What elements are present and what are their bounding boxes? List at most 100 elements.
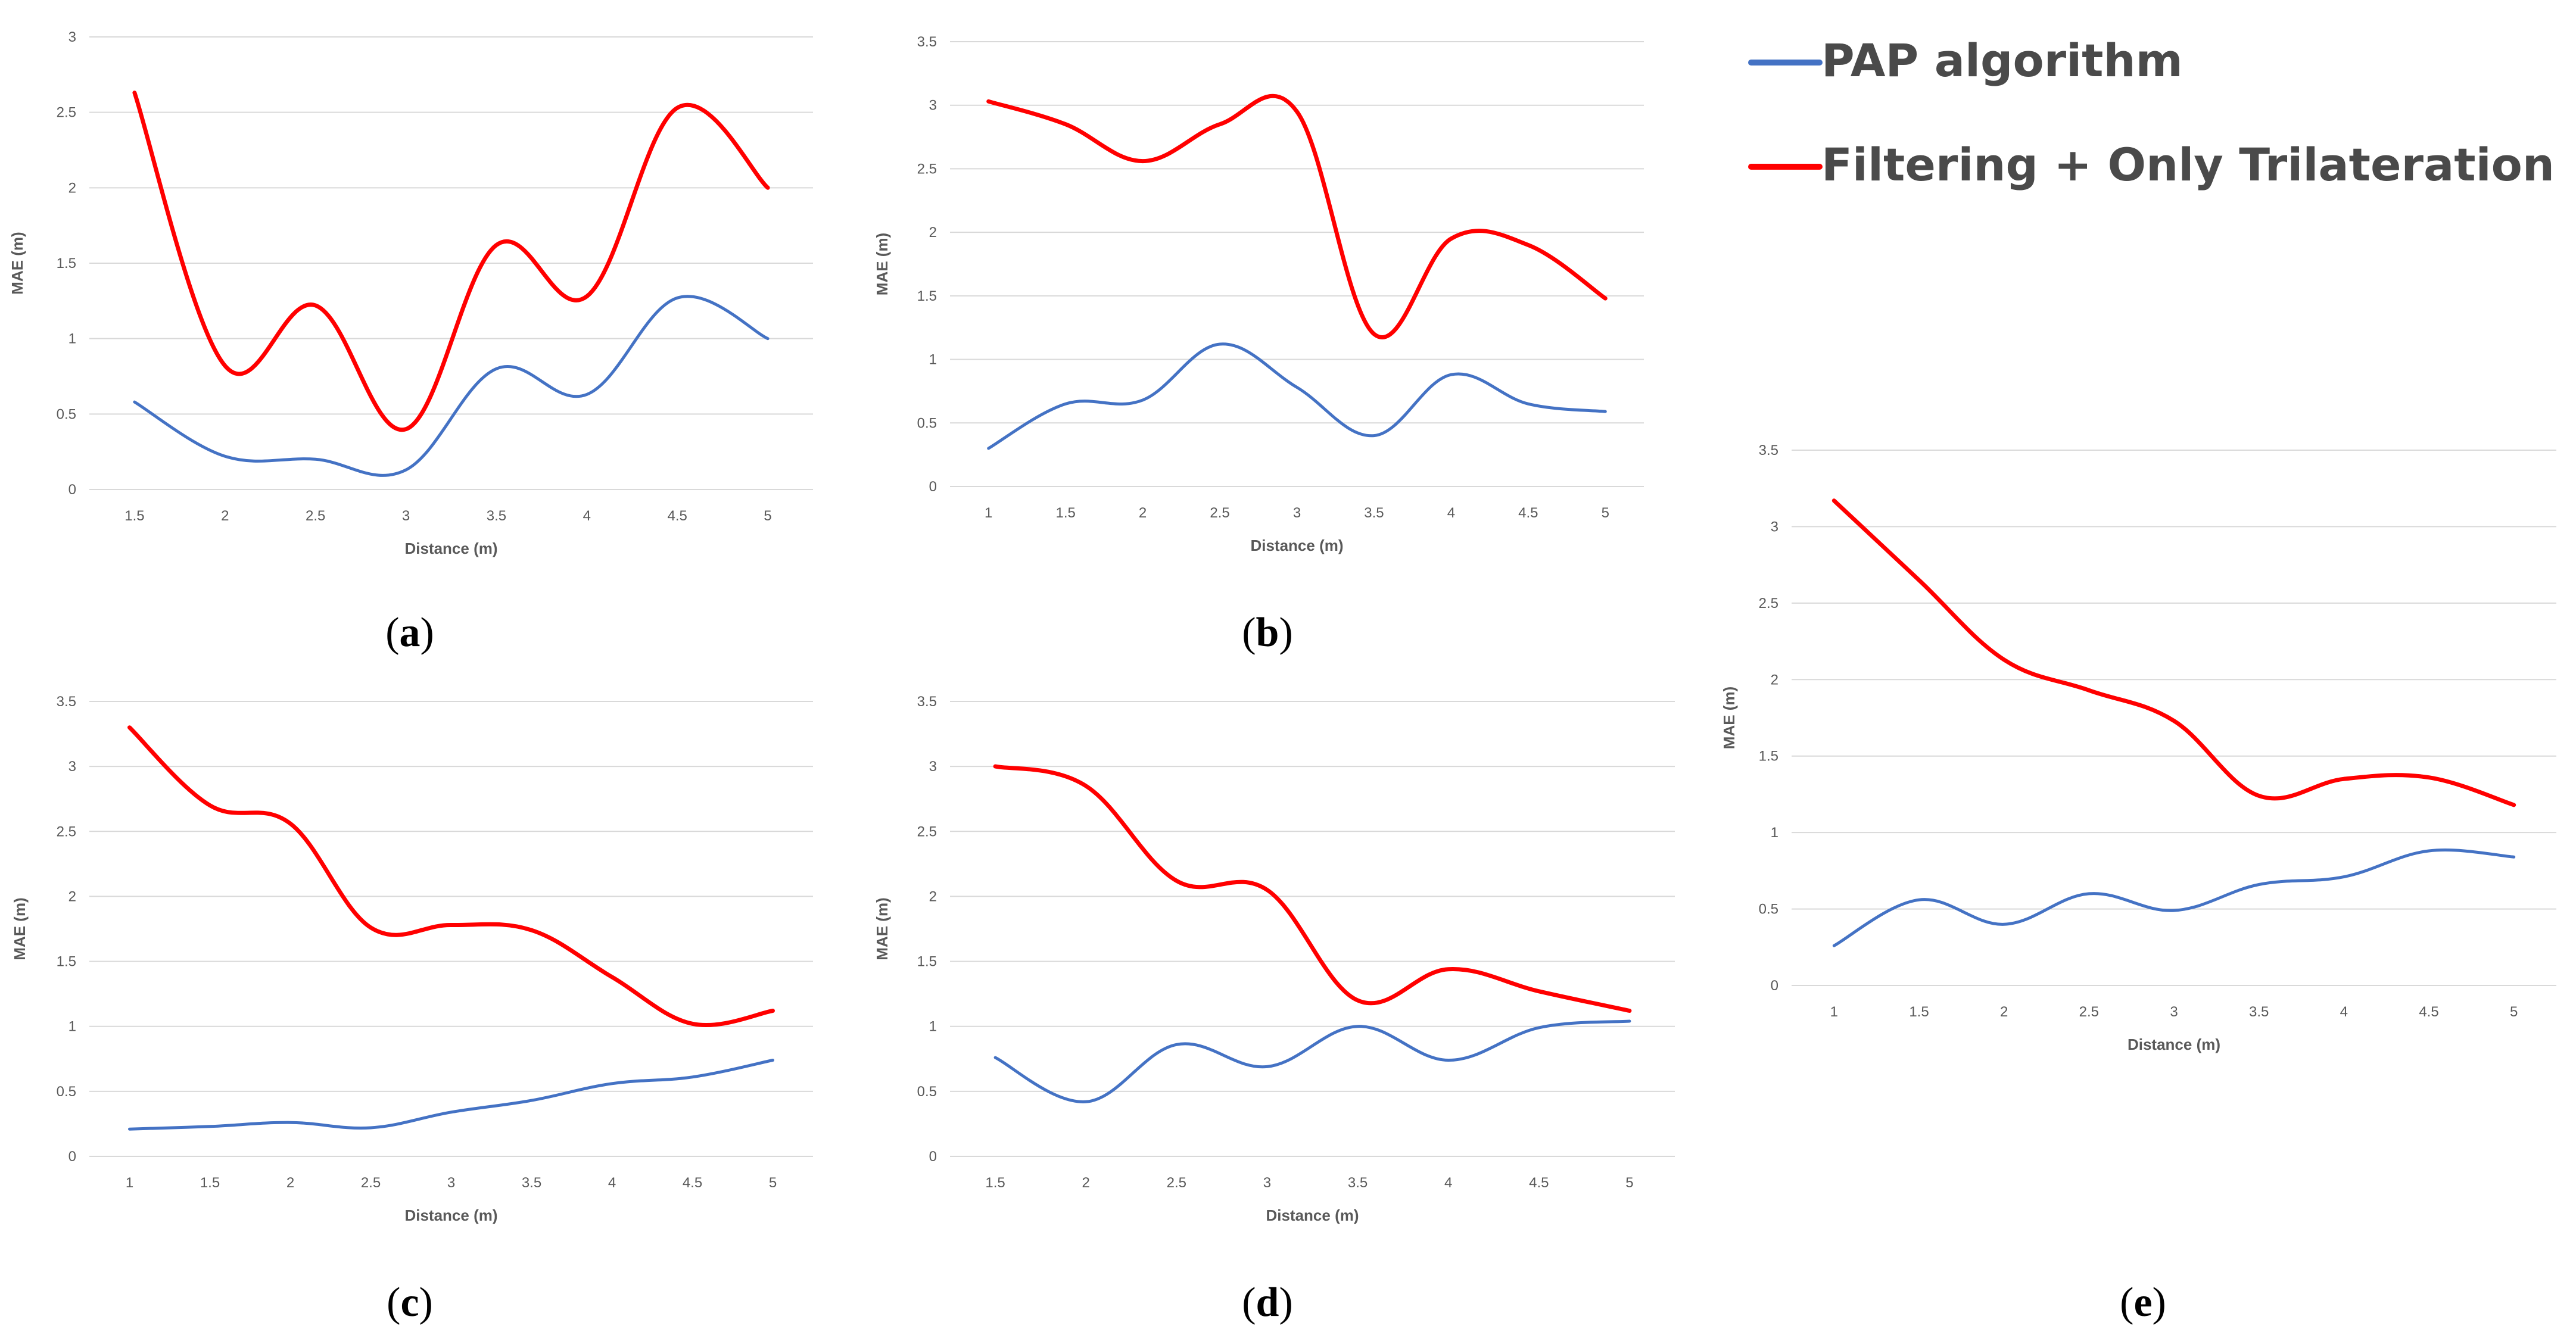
y-tick-label: 2 (68, 888, 76, 904)
x-tick-label: 4.5 (1529, 1175, 1549, 1191)
x-tick-label: 4 (1444, 1175, 1452, 1191)
series-line-pap (1832, 849, 2516, 947)
x-tick-label: 1 (126, 1175, 133, 1191)
chart-d: 0 0.5 1 1.5 2 2.5 3 3.5 1.5 2 2.5 3 3.5 4 4.5 5 Distance… (873, 694, 1675, 1325)
series-line-filtering (127, 725, 775, 1028)
x-tick-label: 2.5 (1210, 505, 1229, 521)
y-tick-label: 2.5 (57, 105, 76, 121)
legend-label-filtering: Filtering + Only Trilateration (1821, 138, 2555, 191)
x-tick-label: 2 (286, 1175, 294, 1191)
y-tick-label: 2.5 (1759, 595, 1778, 612)
panel-caption: (e) (2120, 1280, 2166, 1325)
x-axis-title: Distance (m) (404, 1206, 497, 1224)
x-tick-label: 3.5 (2249, 1004, 2269, 1020)
caption-letter: a (400, 610, 420, 656)
x-tick-label: 1 (1830, 1004, 1838, 1020)
y-tick-label: 1 (1771, 825, 1778, 841)
x-tick-label: 2.5 (306, 508, 325, 524)
y-tick-label: 2 (929, 224, 937, 241)
y-tick-label: 0.5 (917, 415, 937, 431)
y-tick-label: 3 (929, 98, 937, 114)
panel-caption: (b) (1242, 610, 1293, 656)
y-tick-label: 1 (68, 1019, 76, 1035)
x-tick-label: 3.5 (1364, 505, 1384, 521)
y-tick-label: 2.5 (917, 161, 937, 177)
y-tick-label: 0.5 (1759, 901, 1778, 918)
x-tick-label: 4 (608, 1175, 616, 1191)
y-tick-label: 0 (68, 1149, 76, 1165)
y-tick-label: 0.5 (917, 1084, 937, 1100)
chart-c: 0 0.5 1 1.5 2 2.5 3 3.5 1 1.5 2 2.5 3 3.5 4 4.5 5 Distanc… (11, 694, 813, 1325)
y-tick-label: 1.5 (917, 954, 937, 970)
series-line-pap (133, 295, 770, 477)
x-axis-title: Distance (m) (1266, 1206, 1359, 1224)
y-tick-label: 3 (929, 759, 937, 775)
x-tick-label: 3 (402, 508, 410, 524)
y-tick-label: 0 (68, 482, 76, 498)
chart-b: 0 0.5 1 1.5 2 2.5 3 3.5 1 1.5 2 2.5 3 3.5 4 4.5 5 Distanc… (873, 34, 1644, 656)
x-tick-label: 4.5 (668, 508, 687, 524)
x-tick-label: 2 (221, 508, 229, 524)
y-tick-label: 3.5 (917, 34, 937, 50)
caption-letter: b (1256, 610, 1279, 656)
y-tick-label: 3.5 (1759, 442, 1778, 458)
y-tick-label: 3.5 (57, 694, 76, 710)
x-tick-label: 1.5 (200, 1175, 220, 1191)
caption-open: ( (385, 610, 399, 656)
caption-close: ) (419, 1280, 433, 1325)
x-tick-label: 5 (1602, 505, 1609, 521)
caption-close: ) (1279, 610, 1292, 656)
series-line-filtering (132, 91, 770, 432)
x-tick-label: 1.5 (1055, 505, 1075, 521)
x-tick-label: 2.5 (361, 1175, 381, 1191)
y-tick-label: 1 (68, 331, 76, 347)
caption-close: ) (2153, 1280, 2166, 1325)
x-tick-label: 4.5 (1518, 505, 1538, 521)
y-tick-label: 1.5 (917, 288, 937, 304)
caption-open: ( (2120, 1280, 2133, 1325)
x-tick-label: 2 (1139, 505, 1147, 521)
chart-a: 0 0.5 1 1.5 2 2.5 3 1.5 2 2.5 3 3.5 4 4.5 5 Distance (m… (8, 29, 813, 656)
y-tick-label: 1.5 (1759, 748, 1778, 765)
y-tick-label: 0.5 (57, 1084, 76, 1100)
x-tick-label: 3 (1293, 505, 1301, 521)
y-tick-label: 0 (929, 479, 937, 495)
y-tick-label: 0 (929, 1149, 937, 1165)
x-tick-label: 3.5 (1348, 1175, 1368, 1191)
x-tick-label: 5 (1625, 1175, 1633, 1191)
x-tick-label: 4.5 (2419, 1004, 2438, 1020)
series-line-pap (128, 1059, 774, 1131)
y-tick-label: 2 (929, 888, 937, 904)
legend-label-pap: PAP algorithm (1821, 34, 2183, 87)
caption-open: ( (1242, 610, 1256, 656)
x-tick-label: 3 (2170, 1004, 2178, 1020)
caption-letter: c (400, 1280, 419, 1325)
y-tick-label: 3.5 (917, 694, 937, 710)
x-axis-title: Distance (m) (1250, 536, 1343, 554)
x-tick-label: 4.5 (683, 1175, 702, 1191)
x-tick-label: 3 (447, 1175, 455, 1191)
x-tick-label: 5 (764, 508, 771, 524)
series-line-filtering (986, 93, 1608, 339)
x-tick-label: 4 (583, 508, 591, 524)
legend: PAP algorithm Filtering + Only Trilatera… (1748, 34, 2555, 191)
caption-letter: e (2133, 1280, 2152, 1325)
y-tick-label: 3 (1771, 519, 1778, 535)
y-tick-label: 0 (1771, 978, 1778, 994)
y-axis-title: MAE (m) (873, 233, 891, 295)
x-tick-label: 2.5 (1167, 1175, 1186, 1191)
y-tick-label: 0.5 (57, 406, 76, 422)
x-tick-label: 1.5 (124, 508, 144, 524)
series-line-filtering (1831, 498, 2516, 807)
x-tick-label: 1.5 (1909, 1004, 1929, 1020)
y-tick-label: 1 (929, 1019, 937, 1035)
caption-letter: d (1256, 1280, 1279, 1325)
y-tick-label: 1.5 (57, 954, 76, 970)
x-tick-label: 2.5 (2079, 1004, 2099, 1020)
y-tick-label: 2.5 (57, 823, 76, 840)
y-tick-label: 1 (929, 352, 937, 368)
y-tick-label: 3 (68, 29, 76, 45)
x-tick-label: 4 (1447, 505, 1455, 521)
x-axis-title: Distance (m) (2128, 1035, 2220, 1053)
caption-open: ( (1242, 1280, 1256, 1325)
